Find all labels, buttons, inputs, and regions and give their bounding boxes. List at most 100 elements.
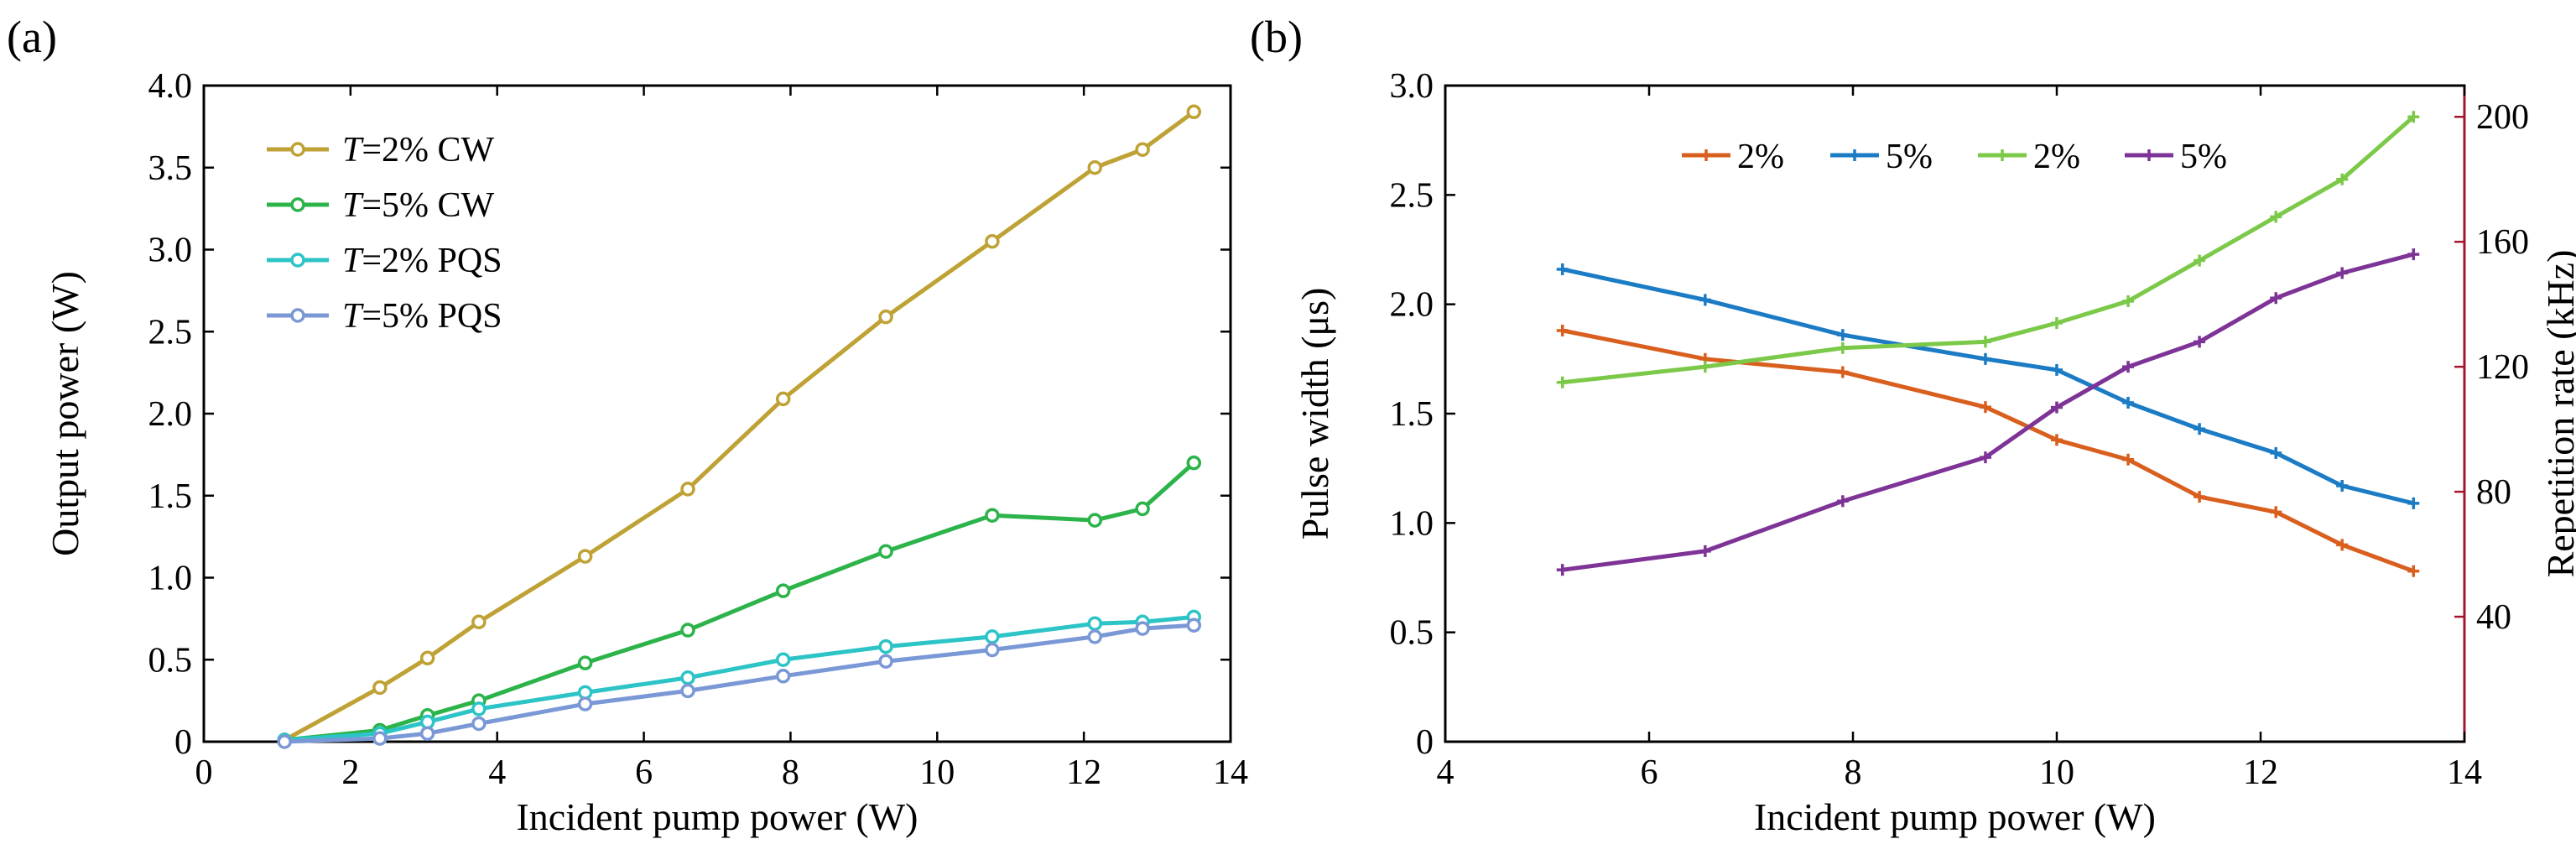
legend-label: T=2% CW xyxy=(342,131,495,169)
y-tick-label: 4.0 xyxy=(148,67,193,106)
data-point xyxy=(2194,491,2206,503)
y2-tick-label: 40 xyxy=(2476,598,2511,637)
data-point xyxy=(1699,294,1711,306)
y-tick-label: 2.5 xyxy=(1390,176,1434,215)
legend-marker xyxy=(290,308,305,323)
legend-label-rest: =5% PQS xyxy=(362,297,502,336)
data-point xyxy=(471,716,487,732)
legend-label-italic: T xyxy=(342,297,364,336)
data-point xyxy=(1556,376,1569,388)
y-tick-label: 1.5 xyxy=(148,477,193,516)
plot-frame xyxy=(202,84,1232,743)
data-point xyxy=(775,583,791,598)
data-point xyxy=(985,629,1000,644)
legend-label: T=2% PQS xyxy=(342,242,502,280)
legend-item: T=2% PQS xyxy=(267,242,502,280)
data-point xyxy=(1556,263,1569,275)
data-point xyxy=(372,680,388,696)
legend-label: 5% xyxy=(2180,138,2227,176)
y-tick-label: 1.0 xyxy=(148,560,193,598)
data-point xyxy=(1836,495,1849,508)
legend-label-rest: =5% CW xyxy=(362,186,494,225)
data-point xyxy=(577,655,593,670)
right-axis: 40 80 120 160 200 Repetition rate (kHz) xyxy=(2454,98,2576,637)
data-point xyxy=(775,652,791,667)
data-point xyxy=(1186,104,1202,120)
data-point xyxy=(2270,292,2282,305)
data-point xyxy=(577,696,593,711)
data-point xyxy=(277,734,292,749)
data-point xyxy=(2407,565,2420,577)
data-point xyxy=(1556,564,1569,576)
legend-item: 5% xyxy=(2125,138,2227,176)
x-tick-label: 12 xyxy=(1066,753,1101,792)
x-tick-label: 8 xyxy=(1845,753,1862,792)
legend-label: T=5% CW xyxy=(342,186,495,225)
data-point xyxy=(2407,248,2420,261)
data-point xyxy=(1087,160,1103,175)
x-tick-label: 2 xyxy=(341,753,359,792)
data-point xyxy=(680,482,695,497)
y-tick-label: 0 xyxy=(1416,723,1434,762)
series-line-3 xyxy=(1562,115,2415,385)
legend-label: 2% xyxy=(1737,138,1784,176)
data-point xyxy=(1186,455,1202,471)
x-tick-label: 12 xyxy=(2243,753,2278,792)
legend-label: 2% xyxy=(2033,138,2080,176)
legend-label-rest: =2% PQS xyxy=(362,242,502,280)
data-point xyxy=(419,714,435,730)
y-tick-label: 0 xyxy=(174,723,192,762)
data-point xyxy=(1087,616,1103,631)
data-point xyxy=(1979,352,1991,365)
data-point xyxy=(372,731,388,746)
data-point xyxy=(2270,506,2282,519)
data-point xyxy=(2336,480,2349,493)
data-point xyxy=(1836,329,1849,341)
y-tick-label: 1.5 xyxy=(1390,395,1434,434)
y-tick-label: 3.5 xyxy=(148,149,193,188)
data-point xyxy=(680,683,695,699)
x-tick-label: 6 xyxy=(1641,753,1658,792)
panel-a-chart: (a) 0 2 4 6 8 10 12 14 0 0.5 1.0 1.5 2.0 2.5 3.0 3.5 4.0… xyxy=(7,12,1248,838)
legend-label: T=5% PQS xyxy=(342,297,502,336)
legend-label: 5% xyxy=(1886,138,1933,176)
plot-frame xyxy=(1444,84,2466,743)
y-tick-label: 0.5 xyxy=(148,641,193,680)
x-tick-label: 4 xyxy=(488,753,506,792)
y2-tick-label: 160 xyxy=(2476,223,2529,262)
x-tick-label: 10 xyxy=(2039,753,2074,792)
data-point xyxy=(1979,451,1991,464)
data-point xyxy=(878,638,893,654)
data-point xyxy=(1556,324,1569,336)
data-point xyxy=(471,701,487,717)
series-line-2 xyxy=(1562,267,2414,506)
data-point xyxy=(1135,621,1150,636)
data-point xyxy=(577,549,593,564)
panel-a-label: (a) xyxy=(7,12,57,62)
data-point xyxy=(2122,396,2135,409)
panel-b-label: (b) xyxy=(1250,12,1303,62)
data-point xyxy=(1135,501,1150,517)
legend-marker xyxy=(290,142,305,157)
legend-item: 2% xyxy=(1978,138,2080,176)
x-axis-title: Incident pump power (W) xyxy=(516,795,918,838)
y-tick-label: 2.0 xyxy=(1390,286,1434,325)
x-tick-label: 14 xyxy=(1213,753,1248,792)
x-tick-label: 10 xyxy=(919,753,955,792)
legend: 2% 5% 2% 5% xyxy=(1682,138,2227,176)
data-point xyxy=(2270,211,2282,223)
data-point xyxy=(878,544,893,559)
x-tick-label: 0 xyxy=(195,753,213,792)
panel-b-chart: (b) 4 6 8 10 12 14 0 0.5 1.0 1.5 2.0 2.5 3.0 40 80 120 1… xyxy=(1250,12,2576,838)
data-point xyxy=(1699,361,1711,373)
legend-item: 2% xyxy=(1682,138,1784,176)
y-axis-title: Pulse width (μs) xyxy=(1293,288,1336,540)
x-axis-title: Incident pump power (W) xyxy=(1754,795,2156,838)
data-point xyxy=(419,650,435,666)
y2-tick-label: 200 xyxy=(2476,98,2529,137)
data-point xyxy=(878,309,893,325)
series-line-3 xyxy=(284,614,1194,743)
data-point xyxy=(1979,401,1991,414)
y-axis-title: Output power (W) xyxy=(44,271,86,556)
